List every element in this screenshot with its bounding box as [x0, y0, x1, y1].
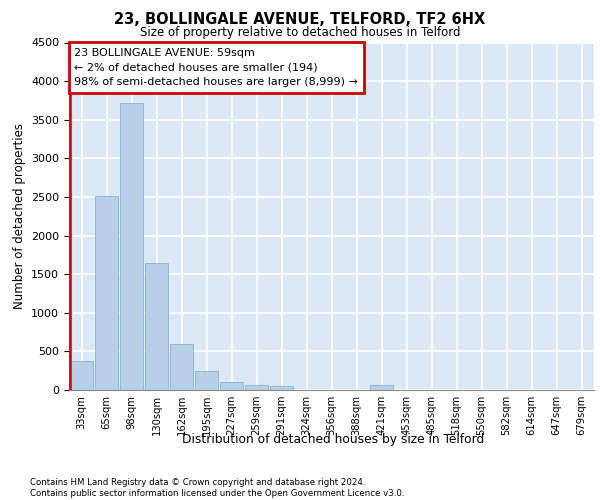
- Text: Contains HM Land Registry data © Crown copyright and database right 2024.
Contai: Contains HM Land Registry data © Crown c…: [30, 478, 404, 498]
- Bar: [170, 344, 193, 390]
- Bar: [220, 382, 243, 390]
- Bar: [245, 385, 268, 390]
- Bar: [270, 386, 293, 390]
- Text: Size of property relative to detached houses in Telford: Size of property relative to detached ho…: [140, 26, 460, 39]
- Bar: [95, 196, 118, 390]
- Bar: [195, 372, 218, 390]
- Bar: [145, 264, 168, 390]
- Text: 23, BOLLINGALE AVENUE, TELFORD, TF2 6HX: 23, BOLLINGALE AVENUE, TELFORD, TF2 6HX: [115, 12, 485, 28]
- Bar: [70, 360, 93, 390]
- Bar: [120, 102, 143, 390]
- Bar: [370, 384, 393, 390]
- Text: 23 BOLLINGALE AVENUE: 59sqm
← 2% of detached houses are smaller (194)
98% of sem: 23 BOLLINGALE AVENUE: 59sqm ← 2% of deta…: [74, 48, 358, 88]
- Y-axis label: Number of detached properties: Number of detached properties: [13, 123, 26, 309]
- Text: Distribution of detached houses by size in Telford: Distribution of detached houses by size …: [182, 432, 484, 446]
